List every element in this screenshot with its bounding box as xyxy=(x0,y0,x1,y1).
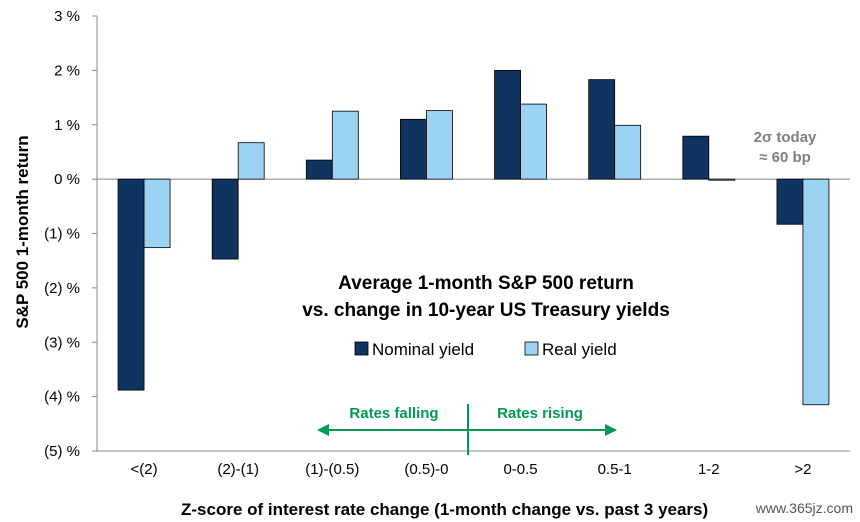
arrow-left-head xyxy=(317,424,329,436)
y-tick-label: (5) % xyxy=(44,443,80,460)
rates-arrows: Rates falling Rates rising xyxy=(317,404,617,455)
chart-title-line2: vs. change in 10-year US Treasury yields xyxy=(302,300,670,321)
bars xyxy=(117,69,830,406)
bar-nominal-5 xyxy=(588,79,616,180)
rates-falling-label: Rates falling xyxy=(349,405,438,422)
bar-real-5 xyxy=(614,124,642,180)
x-tick-label: (1)-(0.5) xyxy=(305,461,359,478)
bar-nominal-7 xyxy=(776,178,804,225)
bar-real-4 xyxy=(520,103,547,180)
bar-nominal-0 xyxy=(117,178,145,391)
y-tick-label: (4) % xyxy=(44,389,80,406)
y-tick-label: (3) % xyxy=(44,334,80,351)
y-tick-label: 3 % xyxy=(54,8,80,25)
x-tick-label: (2)-(1) xyxy=(217,461,259,478)
bar-real-1 xyxy=(237,142,265,180)
legend-swatch-real xyxy=(524,341,539,356)
x-tick-label: 1-2 xyxy=(698,461,720,478)
bar-nominal-1 xyxy=(211,178,239,260)
bar-nominal-2 xyxy=(305,159,333,180)
bar-real-0 xyxy=(143,178,171,249)
y-tick-label: (2) % xyxy=(44,280,80,297)
y-tick-label: 1 % xyxy=(54,117,80,134)
legend-label-nominal: Nominal yield xyxy=(372,340,474,359)
rates-rising-label: Rates rising xyxy=(497,405,583,422)
bar-real-7 xyxy=(802,178,830,406)
y-tick-label: 2 % xyxy=(54,62,80,79)
bar-nominal-4 xyxy=(494,69,521,180)
bar-nominal-6 xyxy=(682,135,710,180)
x-tick-labels: <(2) (2)-(1) (1)-(0.5) (0.5)-0 0-0.5 0.5-1 1-2… xyxy=(131,461,812,478)
arrow-right-head xyxy=(605,424,617,436)
y-axis-label: S&P 500 1-month return xyxy=(13,135,32,328)
x-tick-label: >2 xyxy=(794,461,811,478)
bar-real-6 xyxy=(708,178,736,181)
legend-swatch-nominal xyxy=(354,341,369,356)
watermark: www.365jz.com xyxy=(755,500,853,516)
bar-nominal-3 xyxy=(400,118,427,180)
annotation-2sigma: 2σ today xyxy=(754,129,817,146)
y-tick-label: (1) % xyxy=(44,226,80,243)
chart-title-line1: Average 1-month S&P 500 return xyxy=(338,273,634,294)
y-tick-labels: 3 % 2 % 1 % 0 % (1) % (2) % (3) % (4) % (5) % xyxy=(44,8,97,460)
annotation-60bp: ≈ 60 bp xyxy=(759,149,811,166)
x-axis-label: Z-score of interest rate change (1-month… xyxy=(181,500,708,519)
y-tick-label: 0 % xyxy=(54,171,80,188)
bar-real-2 xyxy=(331,110,359,180)
x-tick-label: (0.5)-0 xyxy=(404,461,448,478)
legend-label-real: Real yield xyxy=(542,340,617,359)
x-tick-label: <(2) xyxy=(131,461,158,478)
legend: Nominal yield Real yield xyxy=(354,340,617,359)
x-tick-label: 0.5-1 xyxy=(598,461,632,478)
x-tick-label: 0-0.5 xyxy=(503,461,537,478)
bar-real-3 xyxy=(426,110,453,180)
